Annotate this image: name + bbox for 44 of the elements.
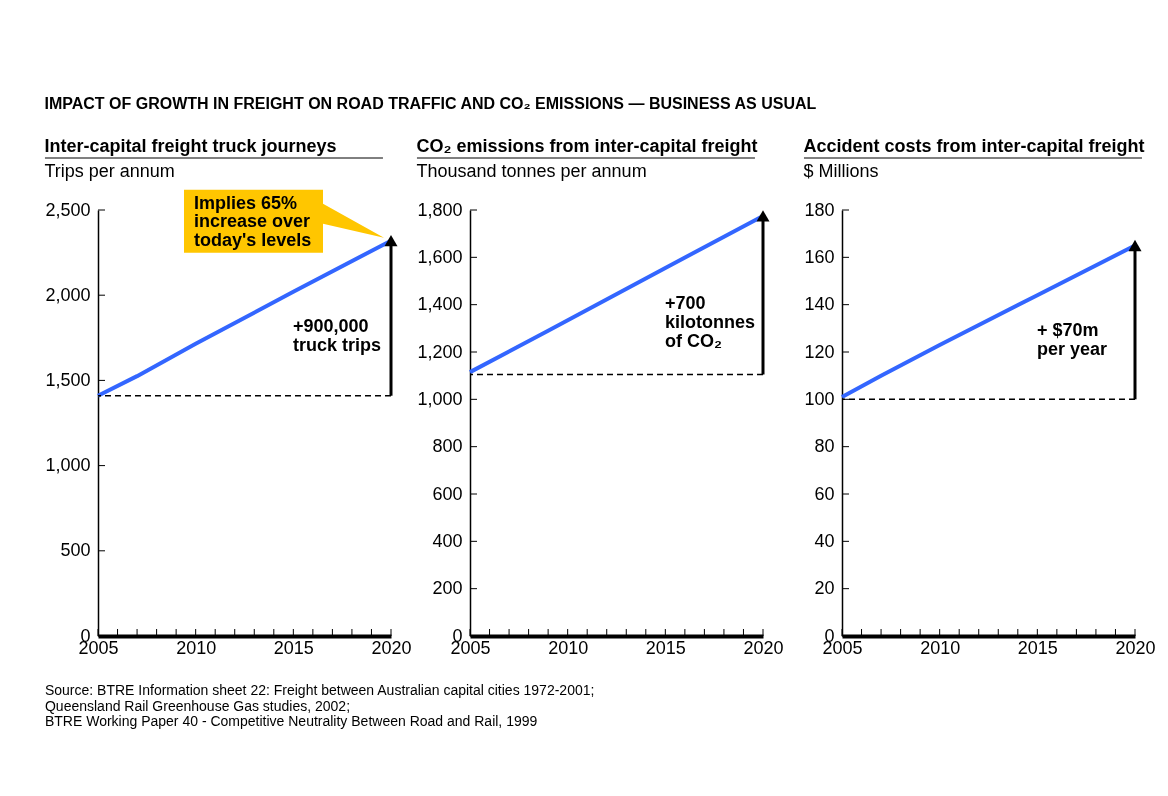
y-tick-label: 1,600: [417, 246, 463, 267]
x-tick-label: 2015: [1017, 637, 1058, 658]
x-tick-label: 2010: [920, 637, 961, 658]
y-tick-label: 140: [804, 294, 835, 315]
x-tick-label: 2020: [1115, 637, 1156, 658]
chart-subtitle: Inter-capital freight truck journeys: [44, 135, 337, 156]
x-tick-label: 2020: [743, 637, 784, 658]
y-tick-label: 20: [814, 578, 835, 599]
y-tick-label: 180: [804, 199, 835, 220]
source-note: Source: BTRE Information sheet 22: Freight between Australian capital cities 1972-2001; Queensland Rail Greenhouse Gas studies, 2002; BTRE Working Paper 40 - Competitive Neutrality Between Road and Rail, 1999: [44, 682, 595, 729]
x-tick-label: 2010: [548, 637, 589, 658]
y-tick-label: 2,500: [45, 199, 91, 220]
y-tick-label: 400: [432, 530, 463, 551]
y-tick-label: 200: [432, 578, 463, 599]
y-tick-label: 1,500: [45, 369, 91, 390]
y-tick-label: 1,800: [417, 199, 463, 220]
y-tick-label: 1,400: [417, 294, 463, 315]
y-tick-label: 80: [814, 436, 835, 457]
y-tick-label: 1,200: [417, 341, 463, 362]
annotation: Implies 65% increase over today's levels: [194, 192, 312, 250]
y-tick-label: 100: [804, 388, 835, 409]
chart-subtitle: CO₂ emissions from inter-capital freight: [416, 135, 758, 156]
y-axis-title: $ Millions: [803, 160, 879, 181]
annotation: + $70m per year: [1037, 320, 1108, 360]
annotation: +700 kilotonnes of CO₂: [665, 293, 756, 352]
annotation: +900,000 truck trips: [293, 316, 382, 356]
x-tick-label: 2015: [645, 637, 686, 658]
x-tick-label: 2015: [273, 637, 314, 658]
y-tick-label: 2,000: [45, 284, 91, 305]
y-tick-label: 1,000: [417, 388, 463, 409]
y-tick-label: 500: [60, 540, 91, 561]
y-axis-title: Trips per annum: [44, 160, 175, 181]
y-tick-label: 40: [814, 530, 835, 551]
text: IMPACT OF GROWTH IN FREIGHT ON ROAD TRAFFIC AND CO₂ EMISSIONS — BUSINESS AS USUAL: [44, 94, 817, 112]
y-tick-label: 600: [432, 483, 463, 504]
y-tick-label: 160: [804, 246, 835, 267]
x-tick-label: 2010: [176, 637, 217, 658]
y-axis-title: Thousand tonnes per annum: [416, 160, 647, 181]
chart-subtitle: Accident costs from inter-capital freight: [803, 135, 1145, 156]
y-tick-label: 1,000: [45, 455, 91, 476]
y-tick-label: 800: [432, 436, 463, 457]
x-tick-label: 2020: [371, 637, 412, 658]
y-tick-label: 120: [804, 341, 835, 362]
y-tick-label: 60: [814, 483, 835, 504]
